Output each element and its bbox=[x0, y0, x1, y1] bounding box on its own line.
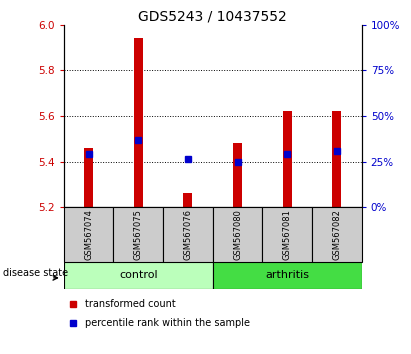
Bar bbox=[213, 207, 262, 262]
Text: GSM567080: GSM567080 bbox=[233, 209, 242, 260]
Text: arthritis: arthritis bbox=[265, 270, 309, 280]
Text: GSM567081: GSM567081 bbox=[283, 209, 292, 260]
Bar bbox=[163, 207, 213, 262]
Bar bbox=[332, 112, 341, 207]
Bar bbox=[64, 262, 213, 289]
Text: GSM567074: GSM567074 bbox=[84, 209, 93, 260]
Bar bbox=[262, 207, 312, 262]
Text: transformed count: transformed count bbox=[85, 299, 175, 309]
Bar bbox=[233, 143, 242, 207]
Bar bbox=[113, 207, 163, 262]
Bar bbox=[64, 207, 113, 262]
Text: disease state: disease state bbox=[3, 268, 68, 278]
Bar bbox=[312, 207, 362, 262]
Bar bbox=[213, 262, 362, 289]
Text: GSM567075: GSM567075 bbox=[134, 209, 143, 260]
Text: percentile rank within the sample: percentile rank within the sample bbox=[85, 318, 249, 328]
Text: control: control bbox=[119, 270, 157, 280]
Text: GSM567076: GSM567076 bbox=[183, 209, 192, 260]
Title: GDS5243 / 10437552: GDS5243 / 10437552 bbox=[139, 10, 287, 24]
Bar bbox=[134, 39, 143, 207]
Text: GSM567082: GSM567082 bbox=[332, 209, 342, 260]
Bar bbox=[283, 112, 292, 207]
Bar bbox=[84, 148, 93, 207]
Bar bbox=[183, 193, 192, 207]
